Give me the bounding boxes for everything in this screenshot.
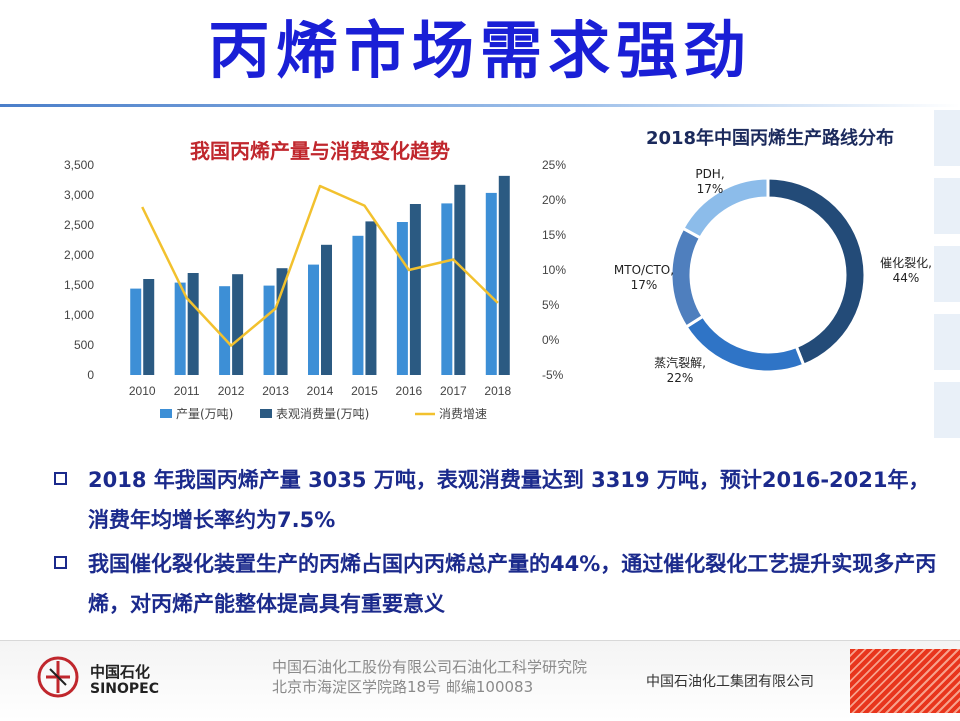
legend-label: 消费增速 [439,407,487,421]
group-name: 中国石油化工集团有限公司 [646,674,814,690]
donut-slice [669,226,706,330]
bar [263,285,275,375]
y-axis-left-tick-label: 1,500 [64,278,94,292]
bar [396,222,408,375]
y-axis-left-tick-label: 3,000 [64,188,94,202]
institute-postal-address: 北京市海淀区学院路18号 邮编100083 [272,678,534,696]
donut-slice-label: PDH, [695,167,724,181]
bar [409,204,421,375]
bullet-item: 我国催化裂化装置生产的丙烯占国内丙烯总产量的44%，通过催化裂化工艺提升实现多产… [52,544,942,624]
donut-slice-label: 44% [893,271,920,285]
institute-address: 中国石油化工股份有限公司石油化工科学研究院 北京市海淀区学院路18号 邮编100… [272,657,587,697]
bar [498,175,510,375]
x-axis-tick-label: 2012 [218,384,245,398]
donut-slice-label: 17% [631,278,658,292]
bullet-square-icon [54,472,67,485]
y-axis-right-tick-label: 25% [542,158,566,172]
y-axis-right-tick-label: 20% [542,193,566,207]
consumption-growth-line [141,184,499,347]
bar [276,268,288,375]
bullet-square-icon [54,556,67,569]
bar [441,203,453,375]
legend-swatch [160,409,172,418]
bullet-text: 2018 年我国丙烯产量 3035 万吨，表观消费量达到 3319 万吨，预计2… [88,468,930,532]
bar [143,279,155,375]
y-axis-right-tick-label: 10% [542,263,566,277]
donut-slice [680,176,770,240]
donut-slice-label: 17% [697,182,724,196]
bar [308,264,319,375]
donut-slice-label: MTO/CTO, [614,263,674,277]
bar [174,282,186,375]
bullet-item: 2018 年我国丙烯产量 3035 万吨，表观消费量达到 3319 万吨，预计2… [52,460,942,540]
decorative-side-bars [934,110,960,450]
bar [352,235,364,375]
bar [321,244,332,375]
bar [187,273,199,375]
x-axis-tick-label: 2017 [440,384,467,398]
donut-slice [766,176,867,368]
x-axis-tick-label: 2011 [174,384,200,398]
bar [454,184,466,375]
y-axis-left-tick-label: 2,500 [64,218,94,232]
bar [232,274,244,375]
logo-english-text: SINOPEC [90,681,160,697]
donut-slice-label: 22% [667,371,694,385]
bar [130,288,142,375]
y-axis-left-tick-label: 2,000 [64,248,94,262]
y-axis-left-tick-label: 3,500 [64,158,94,172]
x-axis-tick-label: 2010 [129,384,156,398]
bar [365,221,377,375]
production-route-donut-chart: 2018年中国丙烯生产路线分布催化裂化,44%蒸汽裂解,22%MTO/CTO,1… [614,127,932,385]
bullet-list: 2018 年我国丙烯产量 3035 万吨，表观消费量达到 3319 万吨，预计2… [52,460,942,628]
legend-swatch [260,409,272,418]
x-axis-tick-label: 2018 [484,384,511,398]
slide-title: 丙烯市场需求强劲 [207,14,752,87]
chart-title: 我国丙烯产量与消费变化趋势 [190,139,450,163]
x-axis-tick-label: 2016 [396,384,423,398]
y-axis-right-tick-label: 15% [542,228,566,242]
y-axis-left-tick-label: 0 [87,368,94,382]
legend-label: 产量(万吨) [176,407,233,421]
y-axis-right-tick-label: -5% [542,368,564,382]
x-axis-tick-label: 2015 [351,384,378,398]
legend-label: 表观消费量(万吨) [276,407,369,421]
bar [219,286,231,375]
production-consumption-chart: 我国丙烯产量与消费变化趋势 3,500 3,000 2,500 2,000 1,500 1,… [64,139,566,421]
bullet-text: 我国催化裂化装置生产的丙烯占国内丙烯总产量的44%，通过催化裂化工艺提升实现多产… [88,552,937,616]
x-axis-tick-label: 2014 [307,384,334,398]
y-axis-left-tick-label: 500 [74,338,94,352]
title-divider [0,104,960,107]
y-axis-right-tick-label: 0% [542,333,560,347]
donut-slice-label: 蒸汽裂解, [654,355,706,370]
decorative-red-stripe [850,649,960,713]
donut-chart-title: 2018年中国丙烯生产路线分布 [646,127,894,149]
bar [485,192,497,375]
y-axis-left-tick-label: 1,000 [64,308,94,322]
sinopec-logo-icon [37,656,79,698]
logo-chinese-text: 中国石化 [90,663,151,681]
donut-slice-label: 催化裂化, [880,256,932,270]
y-axis-right-tick-label: 5% [542,298,560,312]
footer: 中国石化 SINOPEC 中国石油化工股份有限公司石油化工科学研究院 北京市海淀… [0,640,960,721]
x-axis-tick-label: 2013 [262,384,289,398]
institute-name: 中国石油化工股份有限公司石油化工科学研究院 [272,658,588,676]
